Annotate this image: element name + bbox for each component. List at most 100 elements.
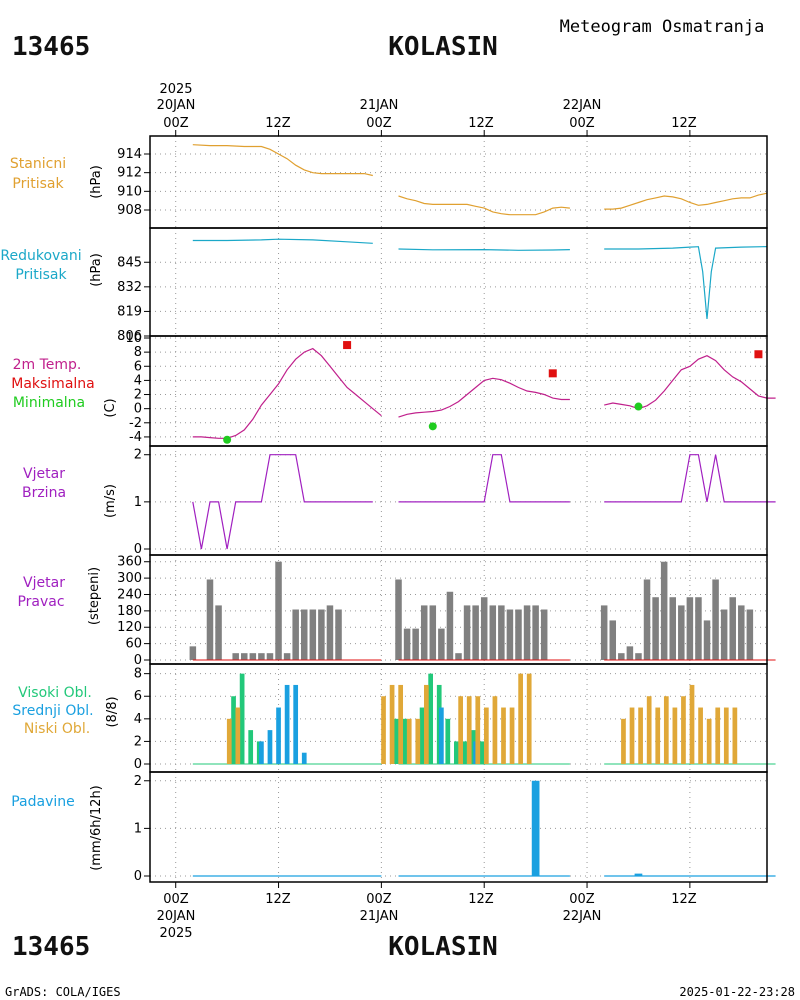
wind-dir-bar [258, 653, 265, 660]
unit-wind-speed: (m/s) [103, 484, 118, 518]
tmax-marker [548, 369, 557, 378]
wind-dir-bar [412, 628, 419, 660]
precip-ytick-label: 0 [134, 869, 142, 884]
cloud-bar-2 [518, 673, 523, 764]
cloud-bar-2 [492, 696, 498, 764]
day-top-2: 22JAN [563, 98, 602, 113]
wind-dir-bar [283, 653, 291, 660]
precip-label-line1: Padavine [11, 794, 75, 810]
cloud-bar-2 [406, 718, 412, 764]
cloud-bar-1 [276, 707, 281, 764]
precip-ytick-label: 2 [134, 774, 142, 789]
temp-label-line1: 2m Temp. [13, 357, 82, 373]
wind-dir-bar [275, 561, 282, 660]
temp-label: 2m Temp. Maksimalna Minimalna [11, 357, 95, 411]
unit-reduced: (hPa) [89, 253, 104, 287]
tick-top-5: 12Z [671, 116, 697, 131]
unit-clouds: (8/8) [105, 696, 120, 727]
tick-top-2: 00Z [366, 116, 392, 131]
cloud-bar-2 [621, 718, 626, 764]
cloud-bar-2 [715, 707, 721, 764]
clouds-label-line1: Visoki Obl. [18, 685, 92, 701]
reduced-ytick-label: 806 [117, 329, 142, 344]
clouds-ytick-label: 2 [134, 734, 142, 749]
wind-speed-label-line2: Brzina [22, 485, 66, 501]
unit-pressure: (hPa) [89, 165, 104, 199]
tick-top-0: 00Z [163, 116, 189, 131]
wind-dir-bar [309, 609, 317, 660]
wind-dir-bar [232, 653, 239, 660]
wind_dir-ytick-label: 300 [117, 571, 142, 586]
cloud-bar-2 [398, 684, 404, 764]
tmin-marker [428, 422, 437, 431]
cloud-bar-2 [458, 696, 463, 764]
wind-dir-bar [438, 628, 445, 660]
wind-dir-bar [249, 653, 257, 660]
wind-dir-label-line2: Pravac [17, 594, 64, 610]
cloud-bar-2 [509, 707, 515, 764]
wind-dir-bar [300, 609, 308, 660]
tmin-marker [223, 435, 232, 444]
wind-dir-bar [738, 605, 745, 660]
tmax-marker [343, 341, 352, 350]
precip-label: Padavine [11, 794, 75, 810]
tick-bottom-1: 12Z [265, 892, 291, 907]
temp-ytick-label: 4 [134, 373, 142, 388]
reduced-ytick-label: 832 [117, 280, 142, 295]
clouds-label: Visoki Obl. Srednji Obl. Niski Obl. [12, 685, 93, 737]
wind-dir-bar [540, 609, 548, 660]
wind-dir-bar [515, 609, 522, 660]
wind-dir-bar [215, 605, 222, 660]
station-name-bottom: KOLASIN [388, 932, 498, 962]
temp-ytick-label: -2 [129, 416, 142, 431]
cloud-bar-2 [389, 684, 395, 764]
wind-dir-bar [635, 653, 642, 660]
clouds-ytick-label: 6 [134, 689, 142, 704]
pressure-series-2 [604, 192, 768, 210]
wind-dir-bar [206, 579, 214, 660]
wind-dir-bar [712, 579, 719, 660]
wind-speed-label: Vjetar Brzina [22, 466, 66, 501]
reduced-grid: 806 819 832 845 [117, 228, 767, 344]
wind-dir-bar [678, 605, 685, 660]
day-bottom-1: 21JAN [360, 909, 399, 924]
cloud-bar-2 [706, 718, 712, 764]
wind_speed-ytick-label: 1 [134, 495, 142, 510]
reduced-frame [149, 227, 768, 337]
wind_speed-frame [149, 445, 768, 556]
pressure-ytick-label: 910 [117, 184, 142, 199]
temp-frame [149, 335, 768, 447]
cloud-bar-0 [419, 707, 425, 764]
clouds-label-line2: Srednji Obl. [12, 703, 93, 719]
pressure-frame [149, 135, 768, 229]
footer-right: 2025-01-22-23:28 [679, 985, 795, 999]
temp-ytick-label: 6 [134, 359, 142, 374]
cloud-bar-2 [672, 707, 678, 764]
wind-dir-bar [652, 597, 659, 660]
cloud-bar-1 [293, 684, 299, 764]
wind-dir-bar [660, 561, 668, 660]
cloud-bar-2 [698, 707, 703, 764]
cloud-bar-0 [394, 718, 399, 764]
wind-dir-bar [600, 605, 608, 660]
unit-temp: (C) [103, 398, 118, 417]
wind_speed-series-1 [398, 454, 570, 503]
wind-dir-bar [266, 653, 274, 660]
wind_dir-ytick-label: 180 [117, 604, 142, 619]
wind-dir-bar [498, 605, 505, 660]
pressure-grid: 908 910 912 914 [117, 136, 767, 228]
wind-dir-bar [489, 605, 497, 660]
cloud-bar-2 [475, 696, 481, 764]
wind_dir-ytick-label: 360 [117, 555, 142, 570]
reduced-ytick-label: 845 [117, 255, 142, 270]
tick-top-3: 12Z [468, 116, 494, 131]
cloud-bar-0 [479, 741, 485, 764]
tick-bottom-4: 00Z [569, 892, 595, 907]
year-bottom: 2025 [159, 926, 192, 941]
temp-ytick-label: 8 [134, 345, 142, 360]
wind_dir-ytick-label: 120 [117, 620, 142, 635]
pressure-label: Stanicni Pritisak [10, 156, 66, 192]
clouds-label-line3: Niski Obl. [24, 721, 90, 737]
